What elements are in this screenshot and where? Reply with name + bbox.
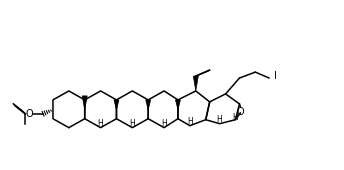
Polygon shape: [114, 100, 119, 110]
Text: O: O: [237, 107, 244, 117]
Text: O: O: [25, 109, 33, 119]
Polygon shape: [146, 100, 151, 110]
Text: H: H: [98, 119, 104, 128]
Text: H: H: [161, 119, 167, 128]
Text: I: I: [274, 71, 277, 81]
Polygon shape: [175, 100, 181, 110]
Text: H: H: [129, 119, 135, 128]
Polygon shape: [82, 96, 87, 110]
Text: H: H: [187, 117, 193, 126]
Polygon shape: [193, 76, 198, 91]
Text: H: H: [233, 113, 238, 122]
Text: H: H: [217, 115, 223, 124]
